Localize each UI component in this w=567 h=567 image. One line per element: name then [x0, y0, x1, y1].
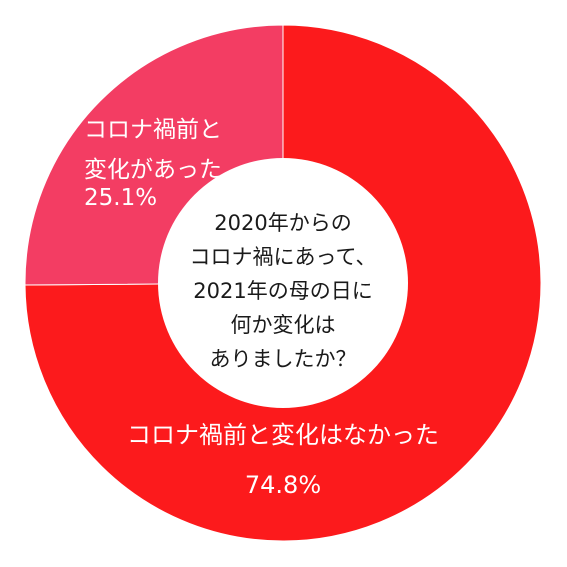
pie-slice: [24, 24, 542, 542]
center-text-line: コロナ禍にあって、: [190, 245, 377, 269]
center-text-line: ありましたか？: [210, 347, 357, 371]
slice-label: 変化があった: [84, 157, 222, 183]
slice-label: コロナ禍前と: [84, 117, 222, 143]
center-text-line: 何か変化は: [231, 313, 336, 337]
slice-value-label: 25.1%: [84, 185, 157, 211]
slice-label: コロナ禍前と変化はなかった: [127, 421, 439, 449]
slice-value-label: 74.8%: [245, 471, 321, 499]
donut-hole: [158, 158, 408, 408]
center-text-line: 2021年の母の日に: [193, 279, 372, 303]
center-text-line: 2020年からの: [214, 211, 351, 235]
